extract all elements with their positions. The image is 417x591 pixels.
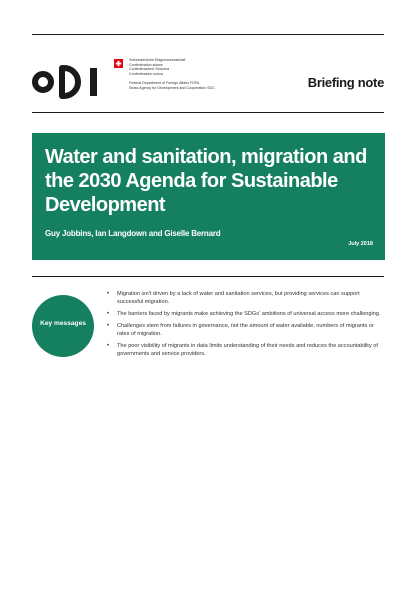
- key-message-item: The barriers faced by migrants make achi…: [106, 310, 382, 318]
- document-title: Water and sanitation, migration and the …: [45, 146, 367, 216]
- document-type: Briefing note: [307, 75, 385, 90]
- odi-logo: [32, 65, 97, 99]
- header-rule: [32, 112, 384, 113]
- partner-line: Confederazione Svizzera: [129, 67, 170, 72]
- swiss-flag-icon: [114, 59, 123, 68]
- key-message-item: The poor visibility of migrants in data …: [106, 342, 382, 358]
- partner-line: Swiss Agency for Development and Coopera…: [129, 85, 215, 90]
- key-message-item: Migration isn't driven by a lack of wate…: [106, 290, 382, 306]
- key-message-item: Challenges stem from failures in governa…: [106, 322, 382, 338]
- partner-line: Schweizerische Eidgenossenschaft: [129, 58, 186, 62]
- partner-text: Schweizerische Eidgenossenschaft Confédé…: [129, 58, 215, 90]
- section-rule: [32, 276, 384, 277]
- title-banner: Water and sanitation, migration and the …: [32, 133, 385, 260]
- key-messages-badge: Key messages: [32, 295, 94, 357]
- partner-line: Confederaziun svizra: [129, 72, 163, 77]
- key-messages-list: Migration isn't driven by a lack of wate…: [106, 290, 382, 361]
- publication-date: July 2018: [348, 241, 373, 247]
- partner-line: Confédération suisse: [129, 62, 163, 67]
- authors: Guy Jobbins, Ian Langdown and Giselle Be…: [45, 229, 221, 238]
- top-rule: [32, 34, 384, 35]
- key-messages-label: Key messages: [40, 320, 86, 327]
- partner-line: Federal Department of Foreign Affairs FD…: [129, 80, 200, 85]
